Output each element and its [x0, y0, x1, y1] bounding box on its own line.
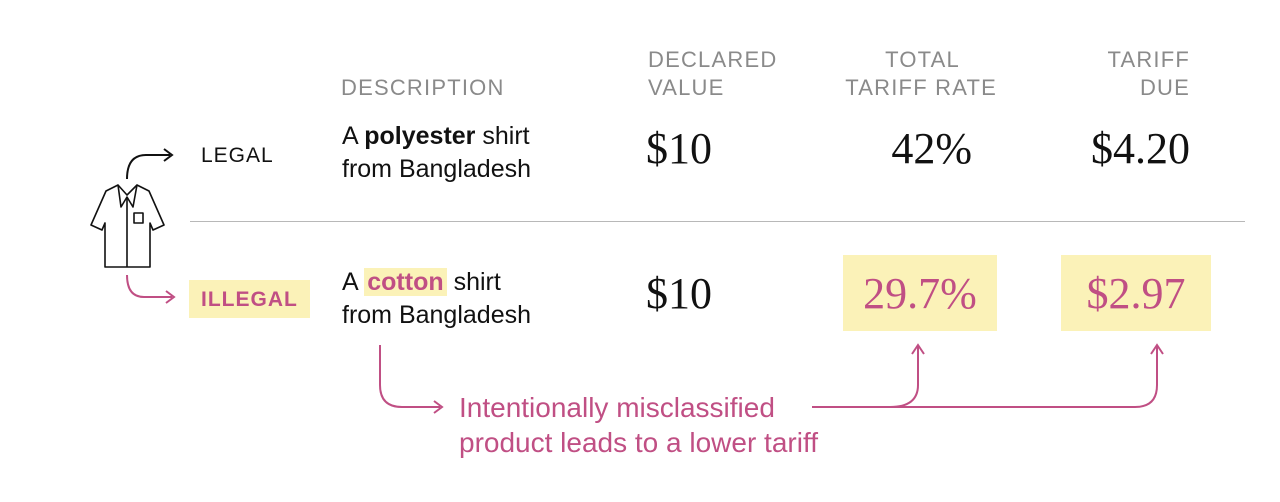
row-legal-tariff-due: $4.20: [1091, 124, 1190, 173]
row-illegal-desc-line2: from Bangladesh: [342, 301, 532, 329]
header-declared-line1: DECLARED: [648, 47, 778, 72]
row-illegal-tariff-due: $2.97: [1086, 269, 1186, 318]
header-rate-line1: TOTAL: [885, 47, 960, 72]
row-legal-tariff-rate: 42%: [891, 124, 972, 173]
annotation-note: Intentionally misclassified product lead…: [459, 390, 818, 460]
annotation-line2: product leads to a lower tariff: [459, 427, 819, 458]
header-total-tariff-rate: TOTAL TARIFF RATE: [797, 46, 997, 102]
row-legal-desc-line2: from Bangladesh: [342, 155, 532, 183]
tariff-rate-highlight-box: [843, 255, 997, 331]
row-legal-desc-line1: A polyester shirt: [342, 120, 531, 153]
header-description-text: DESCRIPTION: [341, 75, 505, 100]
header-description: DESCRIPTION: [341, 74, 505, 102]
desc-material-highlight: cotton: [364, 268, 447, 296]
desc-prefix: A: [342, 268, 365, 296]
desc-suffix: shirt: [446, 268, 501, 296]
row-label-illegal: ILLEGAL: [189, 280, 310, 318]
desc-material: polyester: [364, 122, 476, 150]
branch-arrow-illegal: [126, 274, 176, 304]
annotation-line1: Intentionally misclassified: [459, 392, 775, 423]
header-rate-line2: TARIFF RATE: [845, 75, 997, 100]
header-due-line2: DUE: [1139, 75, 1190, 100]
row-illegal-description: A cotton shirt from Bangladesh: [342, 266, 531, 332]
row-illegal-tariff-rate: 29.7%: [863, 269, 977, 318]
header-declared-line2: VALUE: [648, 75, 725, 100]
product-diagram: [90, 148, 176, 304]
header-tariff-due: TARIFF DUE: [1040, 46, 1190, 102]
row-divider: [190, 221, 1245, 222]
row-illegal-declared-value: $10: [646, 269, 712, 318]
tariff-due-highlight-box: [1061, 255, 1211, 331]
desc-prefix: A: [342, 122, 365, 150]
annotation-arrow-from-description: [379, 345, 444, 414]
desc-suffix: shirt: [475, 122, 530, 150]
row-illegal-desc-line1: A cotton shirt: [342, 266, 531, 299]
branch-arrow-legal: [126, 148, 174, 180]
row-label-legal: LEGAL: [201, 144, 274, 167]
row-legal-declared-value: $10: [646, 124, 712, 173]
header-declared-value: DECLARED VALUE: [648, 46, 777, 102]
header-due-line1: TARIFF: [1107, 47, 1190, 72]
annotation-arrow-to-rate-and-due: [812, 343, 1164, 408]
shirt-icon: [90, 184, 165, 268]
row-legal-description: A polyester shirt from Bangladesh: [342, 120, 531, 186]
